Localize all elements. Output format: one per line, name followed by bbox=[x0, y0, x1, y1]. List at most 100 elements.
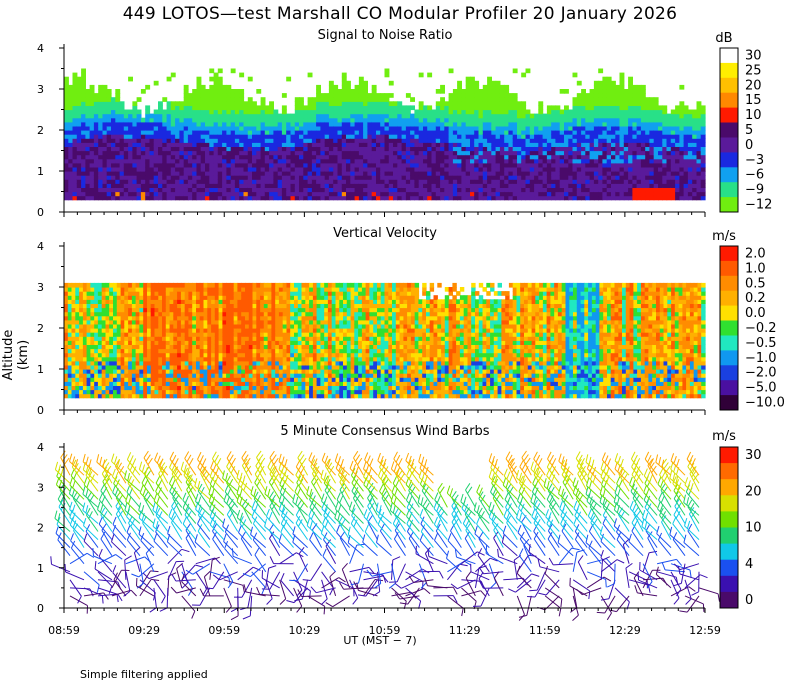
snr-cell bbox=[423, 179, 428, 184]
snr-cell bbox=[98, 84, 104, 90]
snr-cell bbox=[115, 195, 121, 201]
vertical-velocity-cell bbox=[188, 328, 193, 333]
snr-cell bbox=[444, 195, 450, 201]
snr-cell bbox=[247, 187, 253, 193]
snr-cell bbox=[478, 93, 484, 98]
snr-cell bbox=[166, 117, 172, 123]
snr-cell bbox=[602, 101, 608, 106]
snr-cell bbox=[93, 113, 99, 119]
vertical-velocity-cell bbox=[192, 381, 197, 386]
snr-cell bbox=[149, 150, 155, 156]
vertical-velocity-cell bbox=[116, 311, 122, 317]
snr-cell bbox=[423, 171, 428, 176]
snr-cell bbox=[679, 183, 685, 188]
vertical-velocity-cell bbox=[67, 340, 73, 345]
vertical-velocity-cell bbox=[177, 336, 182, 341]
vertical-velocity-cell bbox=[150, 282, 156, 288]
vertical-velocity-cell bbox=[94, 344, 99, 350]
vertical-velocity-cell bbox=[113, 385, 118, 391]
snr-cell bbox=[675, 191, 680, 197]
vertical-velocity-cell bbox=[143, 287, 148, 292]
snr-cell bbox=[64, 195, 69, 201]
vertical-velocity-cell bbox=[150, 323, 156, 329]
snr-cell bbox=[234, 138, 240, 143]
snr-cell bbox=[504, 187, 510, 193]
snr-cell bbox=[140, 134, 146, 139]
vertical-velocity-cell bbox=[97, 323, 103, 329]
snr-cell bbox=[692, 175, 698, 180]
vertical-velocity-cell bbox=[150, 381, 156, 386]
vertical-velocity-cell bbox=[177, 303, 182, 309]
snr-cell bbox=[576, 175, 582, 180]
snr-cell bbox=[517, 191, 522, 197]
snr-cell bbox=[611, 113, 616, 119]
snr-cell bbox=[393, 191, 398, 197]
snr-cell bbox=[636, 84, 642, 90]
snr-cell bbox=[213, 101, 219, 106]
snr-cell bbox=[217, 187, 223, 193]
vertical-velocity-cell bbox=[135, 311, 140, 317]
snr-cell bbox=[290, 191, 296, 197]
vertical-velocity-cell bbox=[173, 295, 178, 300]
snr-cell bbox=[401, 175, 407, 180]
snr-cell bbox=[277, 125, 283, 131]
snr-cell bbox=[388, 187, 394, 193]
vertical-velocity-cell bbox=[82, 323, 88, 329]
vertical-velocity-cell bbox=[82, 282, 88, 288]
snr-cell bbox=[474, 101, 480, 106]
snr-cell bbox=[324, 109, 330, 115]
vertical-velocity-cell bbox=[188, 348, 193, 354]
snr-cell bbox=[149, 162, 155, 168]
snr-cell bbox=[183, 191, 189, 197]
vertical-velocity-cell bbox=[64, 319, 69, 325]
snr-cell bbox=[68, 150, 74, 156]
snr-cell bbox=[598, 191, 604, 197]
snr-cell bbox=[576, 125, 582, 131]
vertical-velocity-cell bbox=[199, 291, 205, 296]
snr-cell bbox=[200, 142, 206, 147]
snr-cell bbox=[551, 109, 557, 115]
vertical-velocity-cell bbox=[75, 385, 80, 391]
snr-cell bbox=[649, 121, 655, 127]
snr-cell bbox=[132, 171, 138, 176]
snr-cell bbox=[405, 162, 411, 168]
snr-cell bbox=[431, 158, 437, 164]
vertical-velocity-cell bbox=[207, 364, 212, 370]
snr-cell bbox=[401, 158, 407, 164]
snr-cell bbox=[440, 89, 445, 94]
snr-cell bbox=[679, 142, 685, 147]
vertical-velocity-cell bbox=[199, 389, 205, 395]
snr-cell bbox=[281, 175, 287, 180]
snr-cell bbox=[187, 117, 193, 123]
vertical-velocity-cell bbox=[94, 307, 99, 313]
snr-cell bbox=[333, 109, 339, 115]
snr-cell bbox=[341, 166, 347, 172]
snr-cell bbox=[256, 154, 262, 160]
snr-cell bbox=[243, 150, 249, 156]
snr-cell bbox=[311, 125, 317, 131]
snr-cell bbox=[474, 175, 480, 180]
vertical-velocity-cell bbox=[109, 328, 114, 333]
snr-cell bbox=[431, 142, 437, 147]
snr-cell bbox=[452, 113, 458, 119]
snr-cell bbox=[273, 142, 279, 147]
snr-cell bbox=[115, 162, 121, 168]
snr-cell bbox=[136, 162, 142, 168]
snr-cell bbox=[452, 150, 458, 156]
snr-cell bbox=[303, 117, 309, 123]
snr-cell bbox=[98, 171, 104, 176]
snr-cell bbox=[346, 121, 351, 127]
vertical-velocity-cell bbox=[203, 303, 208, 309]
snr-cell bbox=[68, 134, 74, 139]
snr-cell bbox=[115, 158, 121, 164]
snr-cell bbox=[581, 179, 586, 184]
snr-cell bbox=[491, 113, 497, 119]
snr-cell bbox=[187, 175, 193, 180]
vertical-velocity-cell bbox=[97, 282, 103, 288]
snr-cell bbox=[111, 138, 116, 143]
snr-cell bbox=[196, 142, 202, 147]
vertical-velocity-cell bbox=[188, 323, 193, 329]
snr-cell bbox=[341, 80, 347, 86]
snr-cell bbox=[341, 125, 347, 131]
vertical-velocity-cell bbox=[150, 360, 156, 366]
